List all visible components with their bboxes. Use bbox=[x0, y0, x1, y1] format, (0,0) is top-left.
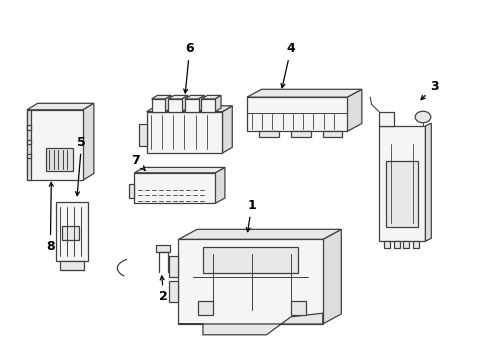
Text: 4: 4 bbox=[281, 42, 295, 88]
Polygon shape bbox=[184, 99, 198, 112]
Polygon shape bbox=[168, 95, 187, 99]
Polygon shape bbox=[322, 131, 342, 137]
Polygon shape bbox=[134, 173, 215, 203]
Polygon shape bbox=[383, 241, 389, 248]
Polygon shape bbox=[146, 112, 222, 153]
Polygon shape bbox=[165, 95, 171, 112]
Polygon shape bbox=[134, 167, 224, 173]
Polygon shape bbox=[128, 184, 134, 198]
Polygon shape bbox=[198, 301, 212, 315]
Polygon shape bbox=[27, 125, 31, 130]
Text: 2: 2 bbox=[159, 276, 168, 303]
Polygon shape bbox=[198, 95, 204, 112]
Text: 8: 8 bbox=[46, 183, 55, 253]
Polygon shape bbox=[378, 112, 393, 126]
Polygon shape bbox=[201, 95, 221, 99]
Polygon shape bbox=[60, 261, 84, 270]
Polygon shape bbox=[222, 106, 232, 153]
Polygon shape bbox=[290, 301, 305, 315]
Polygon shape bbox=[378, 126, 425, 241]
Polygon shape bbox=[27, 103, 94, 110]
Polygon shape bbox=[425, 123, 430, 241]
Polygon shape bbox=[156, 245, 170, 252]
Polygon shape bbox=[322, 229, 341, 324]
Polygon shape bbox=[182, 95, 187, 112]
Polygon shape bbox=[386, 161, 417, 227]
Polygon shape bbox=[246, 89, 361, 97]
Polygon shape bbox=[178, 229, 341, 239]
Polygon shape bbox=[168, 99, 182, 112]
Text: 3: 3 bbox=[420, 80, 438, 100]
Polygon shape bbox=[83, 103, 94, 180]
Polygon shape bbox=[403, 241, 408, 248]
Polygon shape bbox=[203, 247, 298, 273]
Text: 5: 5 bbox=[75, 136, 86, 195]
Text: 7: 7 bbox=[131, 154, 145, 170]
Circle shape bbox=[414, 111, 430, 123]
Polygon shape bbox=[139, 124, 146, 146]
Polygon shape bbox=[246, 97, 346, 131]
Polygon shape bbox=[27, 110, 31, 180]
Text: 1: 1 bbox=[246, 199, 256, 232]
Polygon shape bbox=[178, 313, 322, 335]
Polygon shape bbox=[46, 148, 73, 171]
Polygon shape bbox=[184, 95, 204, 99]
Polygon shape bbox=[412, 241, 418, 248]
Polygon shape bbox=[151, 99, 165, 112]
Polygon shape bbox=[56, 202, 88, 261]
Polygon shape bbox=[62, 226, 79, 240]
Polygon shape bbox=[168, 281, 178, 302]
Polygon shape bbox=[215, 95, 221, 112]
Polygon shape bbox=[215, 167, 224, 203]
Polygon shape bbox=[168, 256, 178, 277]
Polygon shape bbox=[146, 106, 232, 112]
Polygon shape bbox=[27, 140, 31, 144]
Polygon shape bbox=[259, 131, 278, 137]
Polygon shape bbox=[290, 131, 310, 137]
Polygon shape bbox=[27, 110, 83, 180]
Polygon shape bbox=[178, 239, 322, 324]
Text: 6: 6 bbox=[183, 42, 194, 93]
Polygon shape bbox=[393, 241, 399, 248]
Polygon shape bbox=[201, 99, 215, 112]
Polygon shape bbox=[346, 89, 361, 131]
Polygon shape bbox=[151, 95, 171, 99]
Polygon shape bbox=[27, 154, 31, 158]
